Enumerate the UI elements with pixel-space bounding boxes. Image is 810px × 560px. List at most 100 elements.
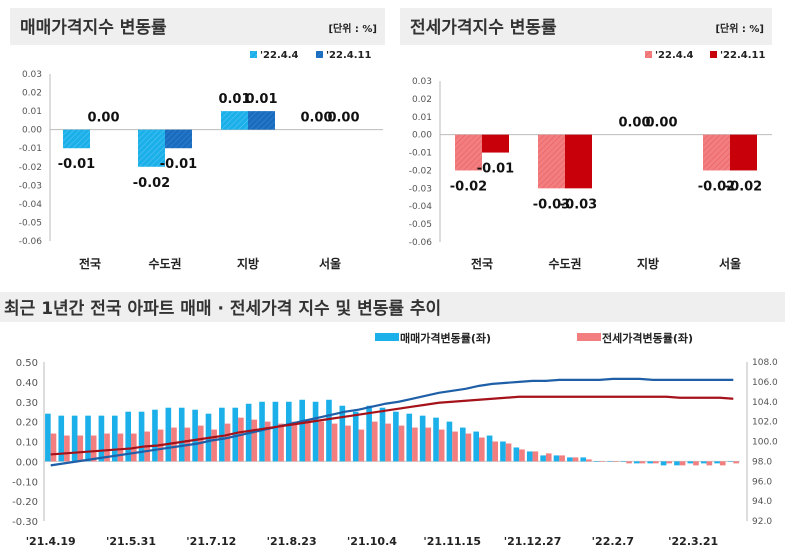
- bar: [482, 134, 509, 153]
- y-tick-label: -0.03: [409, 184, 432, 194]
- bar: [272, 401, 279, 462]
- bar: [50, 433, 57, 462]
- data-label: 0.00: [327, 111, 359, 126]
- data-label: -0.03: [560, 197, 597, 212]
- legend-label: '22.4.11: [326, 50, 371, 61]
- y-tick-label: 0.01: [22, 107, 42, 117]
- data-label: -0.01: [477, 162, 514, 177]
- bar: [687, 461, 694, 464]
- bar: [519, 449, 525, 462]
- y-tick-label: 0.02: [412, 95, 432, 105]
- data-label: 0.00: [87, 111, 119, 126]
- bar: [565, 134, 592, 189]
- bar: [412, 427, 418, 462]
- y-tick-label: -0.02: [409, 166, 432, 176]
- data-label: 0.00: [618, 116, 650, 131]
- bar: [352, 411, 359, 462]
- data-label: -0.02: [725, 179, 762, 194]
- bar: [211, 429, 217, 462]
- y-tick-label: -0.01: [409, 149, 432, 159]
- bar: [305, 421, 311, 462]
- chart-header: [400, 8, 772, 45]
- bar: [165, 407, 172, 462]
- bar: [653, 461, 659, 464]
- bar: [171, 427, 177, 462]
- y2-tick-label: 102.0: [752, 418, 778, 428]
- data-label: -0.01: [160, 157, 197, 172]
- legend-swatch: [645, 51, 652, 58]
- legend-label: '22.4.11: [720, 50, 765, 61]
- bar: [607, 461, 613, 462]
- bar: [238, 417, 244, 462]
- bar: [500, 441, 506, 462]
- bar: [425, 427, 432, 462]
- data-label: -0.03: [533, 197, 570, 212]
- bar: [379, 407, 386, 462]
- data-label: -0.02: [698, 179, 735, 194]
- bar: [540, 455, 546, 462]
- bar: [593, 461, 600, 462]
- x-tick-label: '21.11.15: [423, 535, 481, 548]
- chart-title: 최근 1년간 전국 아파트 매매 · 전세가격 지수 및 변동률 추이: [4, 299, 441, 319]
- bar: [419, 415, 426, 462]
- data-label: -0.02: [450, 179, 487, 194]
- bar: [63, 129, 90, 149]
- data-label: 0.01: [245, 92, 277, 107]
- data-label: 0.00: [645, 116, 677, 131]
- bar: [553, 455, 560, 462]
- bar: [371, 421, 378, 462]
- legend-label: 매매가격변동률(좌): [400, 331, 491, 345]
- bar: [345, 425, 351, 462]
- bar: [674, 461, 680, 466]
- bar: [446, 421, 453, 462]
- jeonse-index-line: [50, 395, 734, 456]
- x-tick-label: '21.12.27: [504, 535, 562, 548]
- bar: [291, 421, 298, 462]
- bar: [559, 455, 565, 462]
- y2-tick-label: 98.0: [752, 457, 772, 467]
- bar: [572, 457, 579, 462]
- bar: [138, 129, 165, 167]
- y-tick-label: 0.00: [412, 131, 432, 141]
- bar: [366, 405, 372, 462]
- y2-tick-label: 104.0: [752, 398, 778, 408]
- bar: [85, 415, 91, 462]
- bar: [385, 423, 391, 462]
- bar: [452, 431, 458, 462]
- bar: [111, 415, 118, 462]
- y-tick-label: -0.10: [12, 477, 38, 488]
- y-tick-label: -0.05: [409, 220, 432, 230]
- y-tick-label: -0.30: [12, 517, 38, 528]
- y2-tick-label: 96.0: [752, 477, 772, 487]
- bar: [77, 435, 84, 462]
- data-label: 0.00: [300, 111, 332, 126]
- bar: [639, 461, 646, 464]
- x-tick-label: '21.10.4: [347, 535, 397, 548]
- legend-label: '22.4.4: [260, 50, 299, 61]
- bar: [125, 411, 131, 462]
- bar: [620, 461, 627, 462]
- bar: [152, 409, 158, 462]
- x-tick-label: '21.8.23: [267, 535, 317, 548]
- bar: [219, 407, 225, 462]
- bar: [479, 437, 485, 462]
- y2-tick-label: 108.0: [752, 358, 778, 368]
- bar: [706, 461, 713, 466]
- y-tick-label: 0.20: [16, 418, 38, 429]
- bar: [326, 399, 332, 462]
- bar: [505, 443, 512, 462]
- bar: [532, 451, 539, 462]
- bar: [358, 429, 365, 462]
- y-tick-label: 0.10: [16, 438, 38, 449]
- bar: [318, 421, 325, 462]
- bar: [538, 134, 565, 189]
- bar: [660, 461, 667, 466]
- bar: [259, 401, 265, 462]
- y-tick-label: -0.20: [12, 497, 38, 508]
- y-tick-label: 0.01: [412, 113, 432, 123]
- bar: [438, 429, 445, 462]
- y-tick-label: 0.03: [22, 70, 42, 80]
- bar: [224, 423, 231, 462]
- y-tick-label: 0.40: [16, 378, 38, 389]
